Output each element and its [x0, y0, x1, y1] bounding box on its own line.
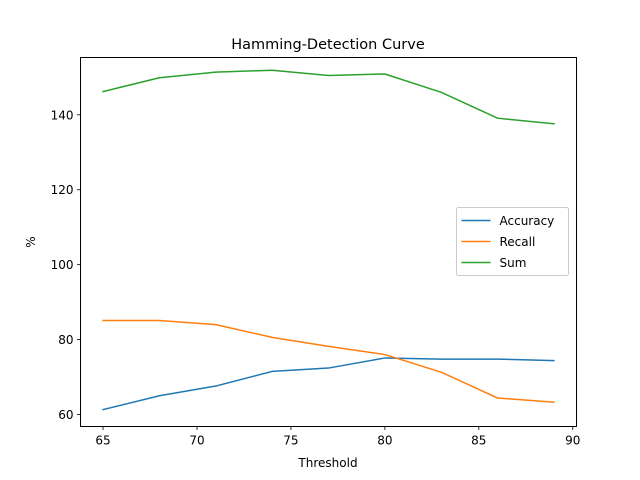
y-tick-label: 140: [51, 108, 74, 122]
y-tick-label: 100: [51, 258, 74, 272]
x-tick-label: 70: [189, 434, 204, 448]
y-tick-label: 80: [58, 333, 73, 347]
legend-label-sum: Sum: [500, 256, 527, 270]
legend-label-accuracy: Accuracy: [500, 214, 555, 228]
legend: Accuracy Recall Sum: [456, 207, 569, 276]
x-axis: 65 70 75 80 85 90: [95, 426, 580, 448]
x-tick-label: 65: [95, 434, 110, 448]
y-axis-label: %: [24, 236, 38, 247]
axes-frame: [80, 57, 577, 427]
x-tick-label: 80: [377, 434, 392, 448]
plot-area: [102, 69, 555, 411]
x-axis-label: Threshold: [297, 456, 357, 470]
x-tick-label: 75: [283, 434, 298, 448]
legend-label-recall: Recall: [500, 235, 536, 249]
y-axis: 60 80 100 120 140: [51, 108, 81, 422]
y-tick-label: 120: [51, 183, 74, 197]
x-tick-label: 85: [471, 434, 486, 448]
legend-box: [456, 207, 569, 276]
x-tick-label: 90: [565, 434, 580, 448]
chart-title: Hamming-Detection Curve: [231, 37, 425, 53]
y-tick-label: 60: [58, 408, 73, 422]
